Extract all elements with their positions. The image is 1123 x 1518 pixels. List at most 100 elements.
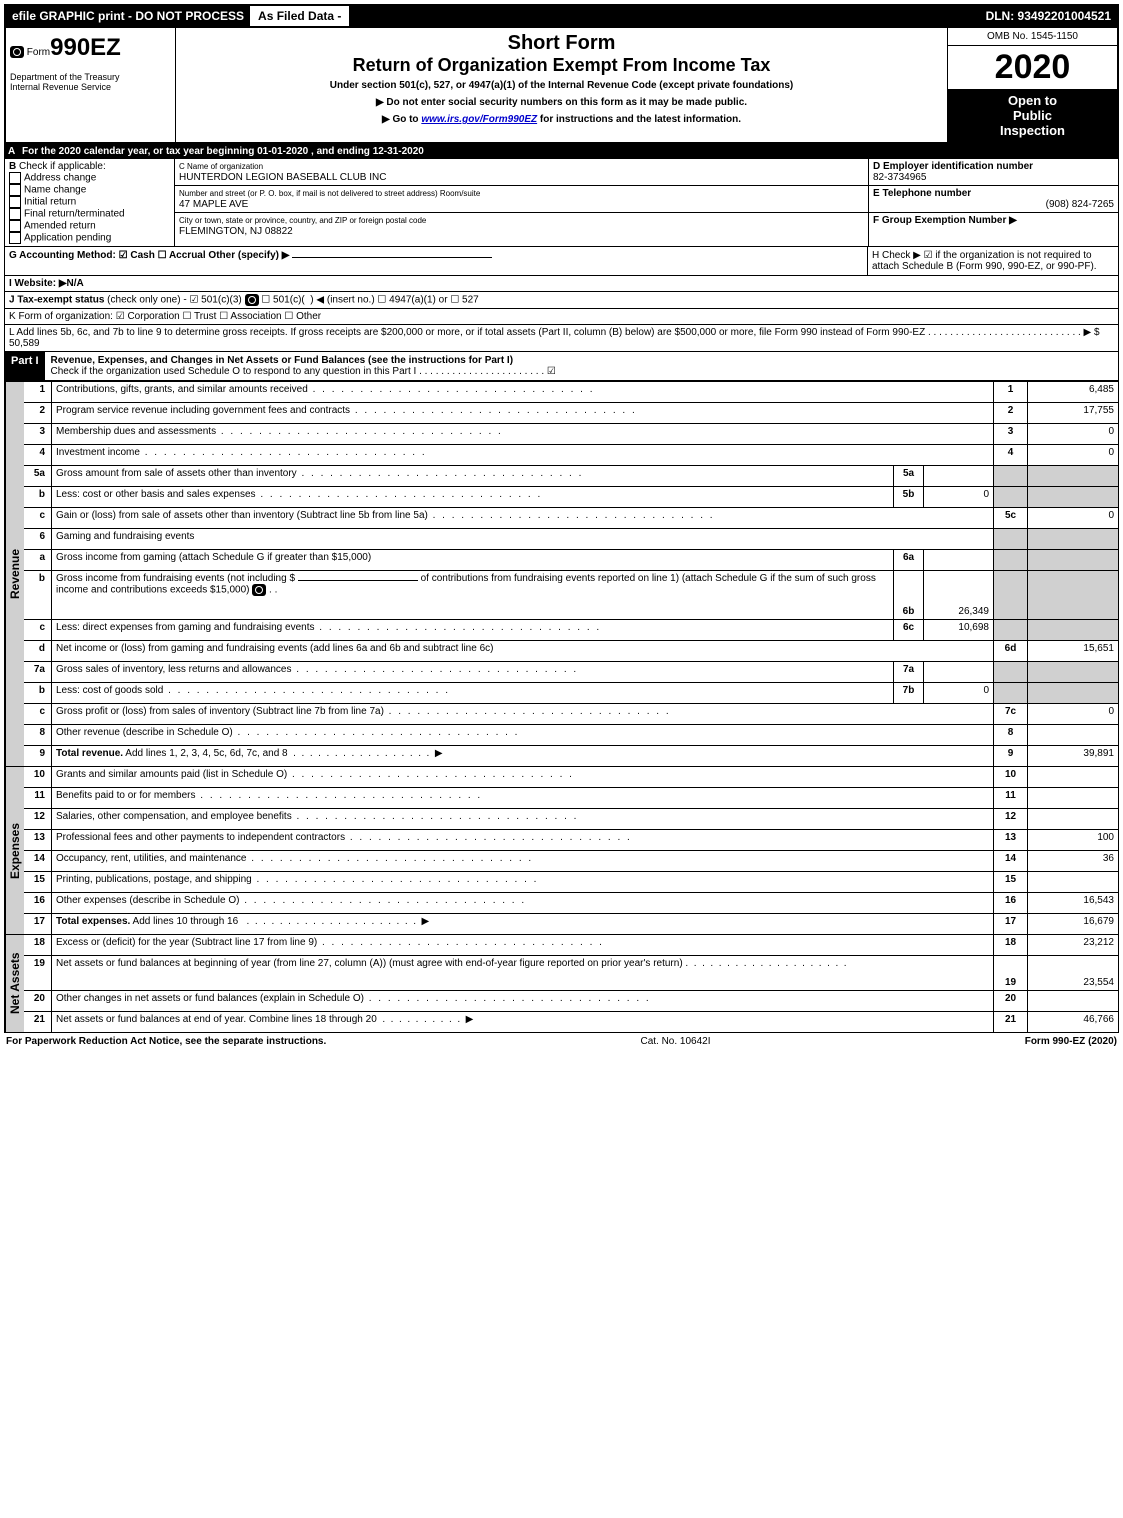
line-6b: bGross income from fundraising events (n… — [24, 571, 1118, 620]
entity-info-grid: B Check if applicable: Address change Na… — [4, 159, 1119, 247]
line-6: 6Gaming and fundraising events — [24, 529, 1118, 550]
part1-label: Part I — [5, 352, 45, 380]
return-title: Return of Organization Exempt From Incom… — [184, 55, 939, 76]
form-header: Form990EZ Department of the Treasury Int… — [4, 28, 1119, 144]
schedule-icon-6b — [252, 584, 266, 596]
box-d: D Employer identification number 82-3734… — [869, 159, 1118, 186]
line-16: 16Other expenses (describe in Schedule O… — [24, 893, 1118, 914]
expense-lines: 10Grants and similar amounts paid (list … — [24, 767, 1118, 934]
line-1: 1Contributions, gifts, grants, and simil… — [24, 382, 1118, 403]
as-filed-label: As Filed Data - — [252, 6, 349, 26]
page-footer: For Paperwork Reduction Act Notice, see … — [4, 1033, 1119, 1050]
right-header-box: OMB No. 1545-1150 2020 Open to Public In… — [947, 28, 1117, 142]
org-name: HUNTERDON LEGION BASEBALL CLUB INC — [179, 172, 386, 183]
part1-title-line: Part I Revenue, Expenses, and Changes in… — [5, 352, 1118, 381]
e-label: E Telephone number — [873, 188, 971, 199]
line-19: 19Net assets or fund balances at beginni… — [24, 956, 1118, 991]
revenue-section: Revenue 1Contributions, gifts, grants, a… — [4, 382, 1119, 767]
chk-initial[interactable] — [9, 196, 21, 208]
goto-line: ▶ Go to www.irs.gov/Form990EZ for instru… — [184, 114, 939, 125]
box-j: J Tax-exempt status (check only one) - ☑… — [4, 292, 1119, 309]
expenses-section: Expenses 10Grants and similar amounts pa… — [4, 767, 1119, 935]
line-9: 9Total revenue. Add lines 1, 2, 3, 4, 5c… — [24, 746, 1118, 766]
a-letter: A — [8, 146, 22, 157]
line-17: 17Total expenses. Add lines 10 through 1… — [24, 914, 1118, 934]
dept-treasury: Department of the Treasury — [10, 72, 171, 82]
chk-name[interactable] — [9, 184, 21, 196]
efile-icon — [10, 46, 24, 58]
box-k: K Form of organization: ☑ Corporation ☐ … — [4, 309, 1119, 325]
inspection: Inspection — [950, 123, 1115, 138]
line-a: A For the 2020 calendar year, or tax yea… — [4, 144, 1119, 159]
box-b: B Check if applicable: Address change Na… — [5, 159, 175, 246]
line-7a: 7aGross sales of inventory, less returns… — [24, 662, 1118, 683]
box-h: H Check ▶ ☑ if the organization is not r… — [868, 247, 1118, 275]
form-word: Form — [27, 47, 50, 58]
phone: (908) 824-7265 — [873, 199, 1114, 210]
right-info-col: D Employer identification number 82-3734… — [868, 159, 1118, 246]
chk-pending[interactable] — [9, 232, 21, 244]
lbl-name: Name change — [24, 185, 86, 196]
line-5a: 5aGross amount from sale of assets other… — [24, 466, 1118, 487]
line-6c: cLess: direct expenses from gaming and f… — [24, 620, 1118, 641]
revenue-lines: 1Contributions, gifts, grants, and simil… — [24, 382, 1118, 766]
line-7b: bLess: cost of goods sold7b0 — [24, 683, 1118, 704]
line-20: 20Other changes in net assets or fund ba… — [24, 991, 1118, 1012]
part1-title: Revenue, Expenses, and Changes in Net As… — [51, 355, 514, 366]
footer-right: Form 990-EZ (2020) — [1025, 1036, 1117, 1047]
line-18: 18Excess or (deficit) for the year (Subt… — [24, 935, 1118, 956]
line-5c: cGain or (loss) from sale of assets othe… — [24, 508, 1118, 529]
open-to: Open to — [950, 93, 1115, 108]
ssn-warning: ▶ Do not enter social security numbers o… — [184, 97, 939, 108]
line-10: 10Grants and similar amounts paid (list … — [24, 767, 1118, 788]
footer-mid: Cat. No. 10642I — [640, 1036, 710, 1047]
box-e: E Telephone number (908) 824-7265 — [869, 186, 1118, 213]
line-6d: dNet income or (loss) from gaming and fu… — [24, 641, 1118, 662]
lbl-final: Final return/terminated — [24, 209, 125, 220]
line-13: 13Professional fees and other payments t… — [24, 830, 1118, 851]
chk-amended[interactable] — [9, 220, 21, 232]
lbl-pending: Application pending — [24, 233, 111, 244]
box-i: I Website: ▶N/A — [4, 276, 1119, 292]
schedule-icon — [245, 294, 259, 306]
line-12: 12Salaries, other compensation, and empl… — [24, 809, 1118, 830]
line-2: 2Program service revenue including gover… — [24, 403, 1118, 424]
city-label: City or town, state or province, country… — [179, 216, 426, 225]
d-label: D Employer identification number — [873, 161, 1033, 172]
tax-year: 2020 — [948, 46, 1117, 89]
line-14: 14Occupancy, rent, utilities, and mainte… — [24, 851, 1118, 872]
omb-number: OMB No. 1545-1150 — [948, 28, 1117, 46]
box-l: L Add lines 5b, 6c, and 7b to line 9 to … — [4, 325, 1119, 352]
box-g: G Accounting Method: ☑ Cash ☐ Accrual Ot… — [5, 247, 868, 275]
box-c: C Name of organization HUNTERDON LEGION … — [175, 159, 868, 246]
c-label: C Name of organization — [179, 162, 263, 171]
netassets-lines: 18Excess or (deficit) for the year (Subt… — [24, 935, 1118, 1032]
part1-desc: Revenue, Expenses, and Changes in Net As… — [45, 352, 1118, 380]
chk-final[interactable] — [9, 208, 21, 220]
expenses-side-label: Expenses — [5, 767, 24, 934]
line-4: 4Investment income40 — [24, 445, 1118, 466]
public: Public — [950, 108, 1115, 123]
part1-wrap: Part I Revenue, Expenses, and Changes in… — [4, 352, 1119, 382]
box-f: F Group Exemption Number ▶ — [869, 213, 1118, 228]
form-id-box: Form990EZ Department of the Treasury Int… — [6, 28, 176, 142]
line-a-text: For the 2020 calendar year, or tax year … — [22, 146, 424, 157]
f-label: F Group Exemption Number ▶ — [873, 215, 1017, 226]
line-15: 15Printing, publications, postage, and s… — [24, 872, 1118, 893]
netassets-side-label: Net Assets — [5, 935, 24, 1032]
short-form-title: Short Form — [184, 32, 939, 55]
org-street: 47 MAPLE AVE — [179, 199, 248, 210]
line-8: 8Other revenue (describe in Schedule O)8 — [24, 725, 1118, 746]
under-section: Under section 501(c), 527, or 4947(a)(1)… — [184, 80, 939, 91]
org-city: FLEMINGTON, NJ 08822 — [179, 226, 293, 237]
line-7c: cGross profit or (loss) from sales of in… — [24, 704, 1118, 725]
chk-address[interactable] — [9, 172, 21, 184]
line-6a: aGross income from gaming (attach Schedu… — [24, 550, 1118, 571]
irs-link[interactable]: www.irs.gov/Form990EZ — [421, 114, 537, 125]
netassets-section: Net Assets 18Excess or (deficit) for the… — [4, 935, 1119, 1033]
g-text: G Accounting Method: ☑ Cash ☐ Accrual Ot… — [9, 250, 289, 261]
row-g-h: G Accounting Method: ☑ Cash ☐ Accrual Ot… — [4, 247, 1119, 276]
street-label: Number and street (or P. O. box, if mail… — [179, 189, 480, 198]
i-text: I Website: ▶N/A — [9, 278, 84, 289]
footer-left: For Paperwork Reduction Act Notice, see … — [6, 1036, 326, 1047]
